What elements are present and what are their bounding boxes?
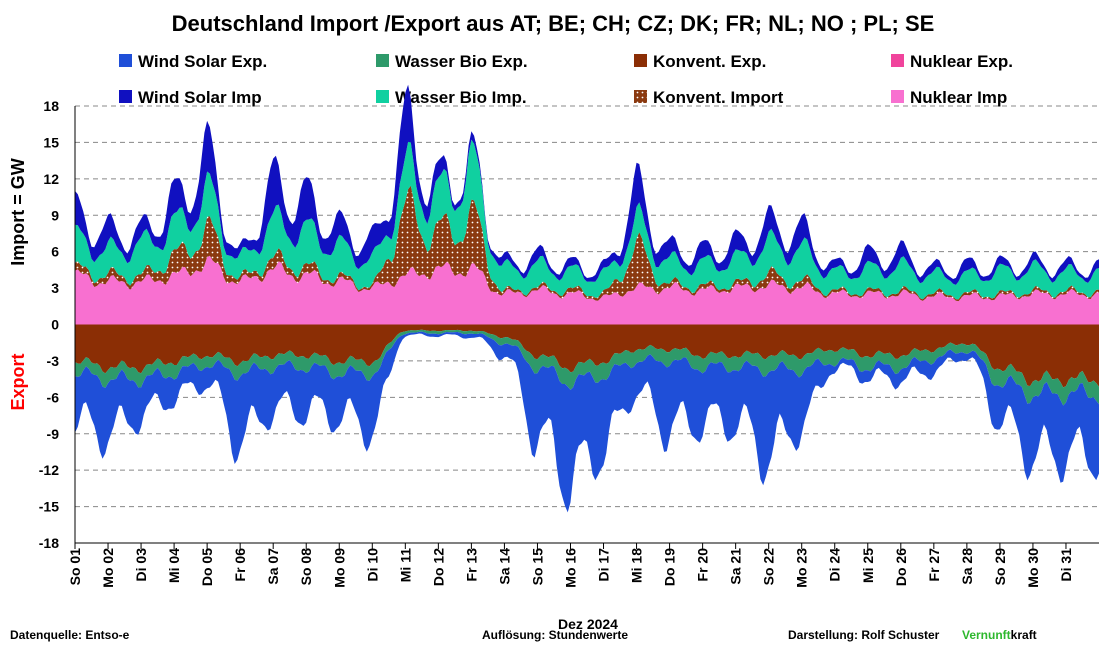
plot-areas (75, 84, 1099, 513)
y-axis-label-export: Export (8, 353, 28, 410)
x-tick-label: Fr 27 (926, 548, 942, 582)
x-tick-label: So 15 (529, 548, 545, 586)
legend-swatch (634, 54, 647, 67)
legend-label: Konvent. Exp. (653, 52, 766, 71)
x-tick-label: Mi 11 (397, 548, 413, 582)
y-tick-label: 15 (43, 134, 59, 150)
x-tick-label: Do 19 (662, 548, 678, 586)
x-tick-label: Mo 16 (562, 548, 578, 588)
footer-author: Darstellung: Rolf Schuster (788, 628, 940, 642)
y-tick-label: -12 (39, 462, 59, 478)
x-tick-label: Fr 13 (463, 548, 479, 582)
x-tick-label: Mo 30 (1025, 548, 1041, 588)
legend-label: Wind Solar Exp. (138, 52, 267, 71)
x-tick-label: Do 05 (199, 548, 215, 586)
footer-brand-part2: kraft (1011, 628, 1037, 642)
legend-swatch (891, 54, 904, 67)
x-tick-label: So 08 (298, 548, 314, 586)
chart-title: Deutschland Import /Export aus AT; BE; C… (172, 11, 935, 36)
legend-label: Nuklear Exp. (910, 52, 1013, 71)
legend-swatch (376, 54, 389, 67)
legend: Wind Solar Exp. Wasser Bio Exp. Konvent. E… (119, 52, 1013, 107)
y-tick-label: 18 (43, 98, 59, 114)
legend-label: Nuklear Imp (910, 88, 1007, 107)
y-tick-label: 12 (43, 171, 59, 187)
export-konvent-area (75, 324, 1099, 388)
x-tick-label: So 01 (67, 548, 83, 586)
y-tick-label: -9 (47, 426, 60, 442)
x-tick-label: Fr 06 (232, 548, 248, 582)
legend-swatch (376, 90, 389, 103)
y-tick-label: 3 (51, 280, 59, 296)
x-tick-label: Fr 20 (695, 548, 711, 582)
x-tick-label: Mi 04 (166, 548, 182, 583)
x-axis: So 01 Mo 02 Di 03 Mi 04 Do 05 Fr 06 Sa 07 So 08… (67, 542, 1099, 588)
legend-swatch (119, 54, 132, 67)
x-tick-label: Sa 07 (265, 548, 281, 585)
export-wasser-bio-area (75, 329, 1099, 406)
import-wind-solar-area (75, 84, 1099, 285)
x-tick-label: Mo 09 (331, 548, 347, 588)
footer-resolution: Auflösung: Stundenwerte (482, 628, 628, 642)
x-tick-label: So 22 (761, 548, 777, 586)
x-tick-label: Sa 28 (959, 548, 975, 585)
x-tick-label: Mi 25 (860, 548, 876, 583)
y-tick-label: -3 (47, 353, 60, 369)
legend-swatch (891, 90, 904, 103)
y-tick-label: 0 (51, 317, 59, 333)
x-tick-label: Do 12 (430, 548, 446, 586)
footer-source: Datenquelle: Entso-e (10, 628, 130, 642)
import-wasser-bio-area (75, 139, 1099, 300)
x-axis-label: Dez 2024 (558, 616, 618, 632)
y-tick-label: -18 (39, 535, 59, 551)
x-tick-label: So 29 (992, 548, 1008, 586)
x-tick-label: Mo 02 (100, 548, 116, 588)
x-tick-label: Di 03 (133, 548, 149, 582)
y-tick-label: -15 (39, 499, 59, 515)
export-wind-solar-area (75, 331, 1099, 513)
x-tick-label: Di 31 (1058, 548, 1074, 582)
legend-label: Wasser Bio Exp. (395, 52, 528, 71)
x-tick-label: Mi 18 (629, 548, 645, 583)
y-axis: 18 15 12 9 6 3 0 -3 -6 -9 -12 -15 -18 (39, 98, 76, 551)
y-tick-label: 9 (51, 207, 59, 223)
x-tick-label: Sa 14 (496, 548, 512, 585)
y-axis-label-import: Import = GW (8, 158, 28, 266)
footer-brand-part1: Vernunft (962, 628, 1011, 642)
legend-swatch (634, 90, 647, 103)
x-tick-label: Di 24 (827, 548, 843, 582)
legend-label: Konvent. Import (653, 88, 784, 107)
legend-label: Wasser Bio Imp. (395, 88, 527, 107)
y-tick-label: 6 (51, 244, 59, 260)
x-tick-label: Sa 21 (728, 548, 744, 585)
y-tick-label: -6 (47, 389, 60, 405)
import-nuklear-area (75, 255, 1099, 325)
footer-brand: Vernunftkraft (962, 628, 1037, 642)
x-tick-label: Mo 23 (794, 548, 810, 588)
legend-swatch (119, 90, 132, 103)
x-tick-label: Do 26 (893, 548, 909, 586)
legend-label: Wind Solar Imp (138, 88, 262, 107)
x-tick-label: Di 10 (364, 548, 380, 582)
x-tick-label: Di 17 (596, 548, 612, 582)
